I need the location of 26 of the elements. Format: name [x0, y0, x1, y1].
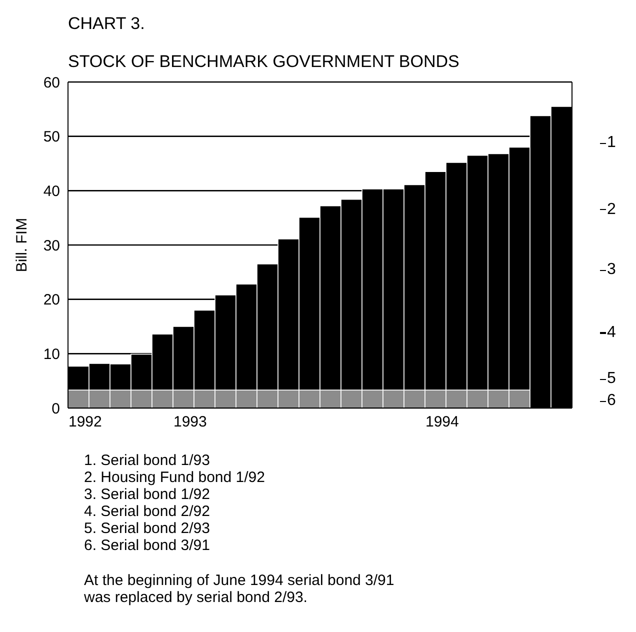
- chart-subtitle: STOCK OF BENCHMARK GOVERNMENT BONDS: [68, 52, 460, 72]
- text: 5. Serial bond 2/93: [84, 520, 211, 537]
- text: 3: [607, 261, 616, 280]
- text: 6. Serial bond 3/91: [84, 537, 211, 554]
- text: 5: [607, 370, 616, 388]
- x-tick-label: 1992: [68, 414, 102, 431]
- chart-title: CHART 3.: [68, 14, 146, 34]
- y-tick-label: 0: [52, 400, 60, 418]
- y-tick-label: 10: [43, 346, 60, 363]
- y-tick-label: 20: [43, 292, 60, 309]
- y-tick-label: 50: [43, 128, 60, 146]
- text: 1: [607, 134, 616, 152]
- text: 6: [607, 392, 616, 410]
- x-tick-label: 1994: [426, 414, 459, 431]
- text: At the beginning of June 1994 serial bond 3/91 was replaced by serial bond 2/93.: [84, 572, 396, 606]
- text: 2. Housing Fund bond 1/92: [84, 469, 266, 486]
- text: 3. Serial bond 1/92: [84, 486, 211, 503]
- x-tick-label: 1993: [174, 414, 207, 431]
- y-axis-title: Bill. FIM: [13, 218, 30, 272]
- text: 4. Serial bond 2/92: [84, 503, 211, 520]
- text: 2: [607, 200, 616, 219]
- text: 4: [607, 324, 616, 342]
- y-tick-label: 60: [43, 74, 60, 92]
- y-tick-label: 40: [43, 182, 60, 200]
- text: 1. Serial bond 1/93: [84, 452, 211, 469]
- y-tick-label: 30: [43, 237, 60, 254]
